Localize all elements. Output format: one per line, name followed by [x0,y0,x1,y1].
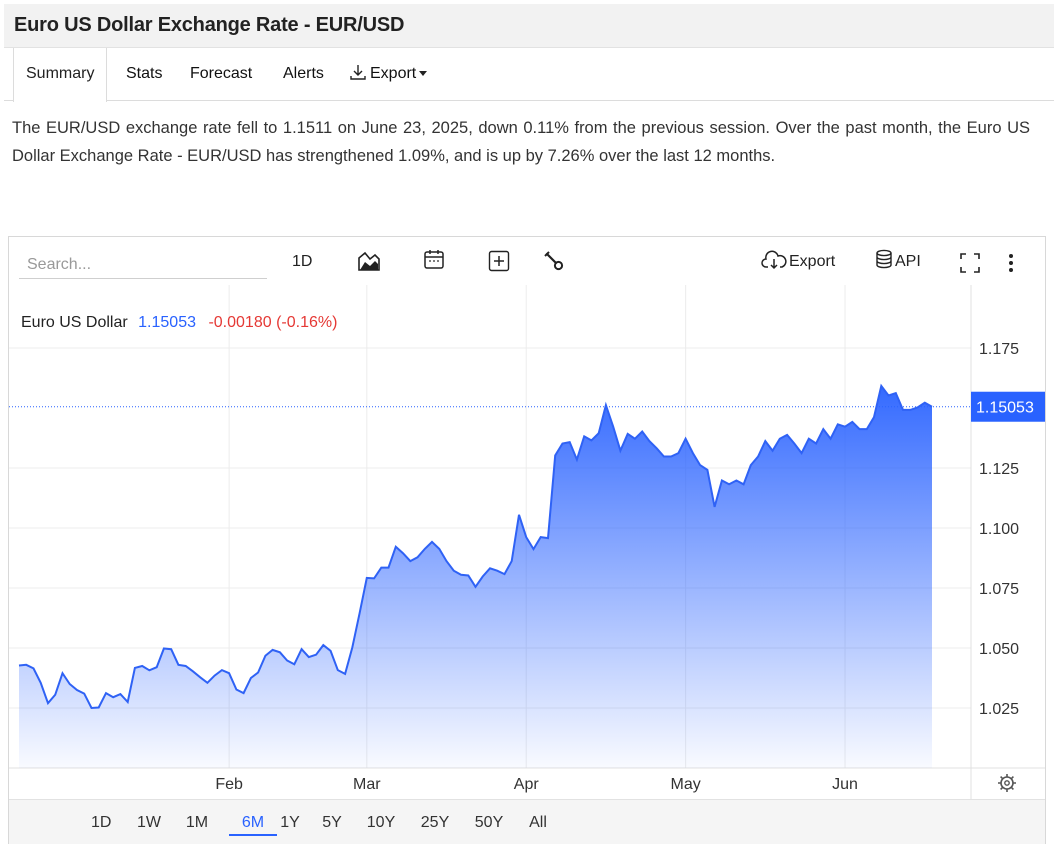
api-button[interactable]: API [875,249,921,275]
x-tick-label: May [671,776,701,793]
legend-last-value: 1.15053 [138,314,196,331]
price-chart[interactable]: 1.025 1.050 1.075 1.100 1.125 1.175 Feb Mar Apr… [9,285,1045,799]
x-tick-label: Mar [353,776,381,793]
cloud-download-icon [761,250,787,270]
page-title: Euro US Dollar Exchange Rate - EUR/USD [14,14,405,36]
y-tick-label: 1.125 [979,461,1019,478]
more-options-button[interactable] [1007,252,1015,278]
tab-forecast[interactable]: Forecast [190,65,253,82]
tab-stats[interactable]: Stats [126,65,163,82]
tab-alerts[interactable]: Alerts [283,65,324,82]
tab-export[interactable]: Export [350,48,428,101]
export-label: Export [789,253,836,270]
chart-type-icon [358,251,380,271]
chart-widget: 1D [8,236,1046,844]
compare-plus-icon [488,250,510,272]
tab-bar: Summary Stats Forecast Alerts Export [4,48,1054,102]
calendar-icon [424,250,444,269]
chevron-down-icon [419,71,428,77]
x-tick-label: Jun [832,776,858,793]
export-button[interactable]: Export [761,249,835,275]
search-input[interactable] [19,251,267,279]
fullscreen-icon [960,253,980,273]
price-line [18,383,933,710]
y-tick-label: 1.025 [979,701,1019,718]
chart-type-button[interactable] [357,250,381,276]
tab-summary[interactable]: Summary [13,48,108,102]
timeframe-1y-button[interactable]: 1Y [280,814,300,831]
legend-change: -0.00180 (-0.16%) [208,314,337,331]
last-price-label: 1.15053 [976,400,1034,417]
database-icon [876,249,892,269]
y-tick-label: 1.100 [979,521,1019,538]
wrench-icon [544,251,564,271]
y-tick-label: 1.050 [979,641,1019,658]
chart-toolbar: 1D [9,237,1045,285]
tab-export-label: Export [370,65,417,82]
price-area [19,385,932,768]
chart-legend: Euro US Dollar 1.15053 -0.00180 (-0.16%) [21,314,337,331]
last-price-tag [971,391,1045,422]
timeframe-50y-button[interactable]: 50Y [474,814,504,831]
timeframe-bar: 1D 1W 1M 6M 1Y 5Y 10Y 25Y 50Y All [9,799,1045,844]
legend-series-name: Euro US Dollar [21,314,128,331]
settings-tool-button[interactable] [543,250,565,276]
calendar-button[interactable] [423,248,445,274]
fullscreen-button[interactable] [959,252,981,278]
summary-paragraph: The EUR/USD exchange rate fell to 1.1511… [12,119,1030,165]
compare-button[interactable] [488,250,510,276]
timeframe-1m-button[interactable]: 1M [185,814,209,831]
x-tick-label: Feb [215,776,243,793]
timeframe-10y-button[interactable]: 10Y [366,814,396,831]
more-vertical-icon [1009,254,1013,272]
timeframe-6m-button[interactable]: 6M [229,810,277,836]
y-tick-label: 1.075 [979,581,1019,598]
api-label: API [895,253,921,270]
chart-settings-button[interactable] [998,774,1016,792]
download-icon [350,65,366,80]
interval-button[interactable]: 1D [292,253,313,270]
title-bar: Euro US Dollar Exchange Rate - EUR/USD [4,4,1054,48]
y-tick-label: 1.175 [979,341,1019,358]
timeframe-all-button[interactable]: All [529,814,547,831]
x-tick-label: Apr [514,776,540,793]
timeframe-1d-button[interactable]: 1D [91,814,112,831]
timeframe-25y-button[interactable]: 25Y [420,814,450,831]
timeframe-1w-button[interactable]: 1W [137,814,161,831]
timeframe-5y-button[interactable]: 5Y [322,814,342,831]
